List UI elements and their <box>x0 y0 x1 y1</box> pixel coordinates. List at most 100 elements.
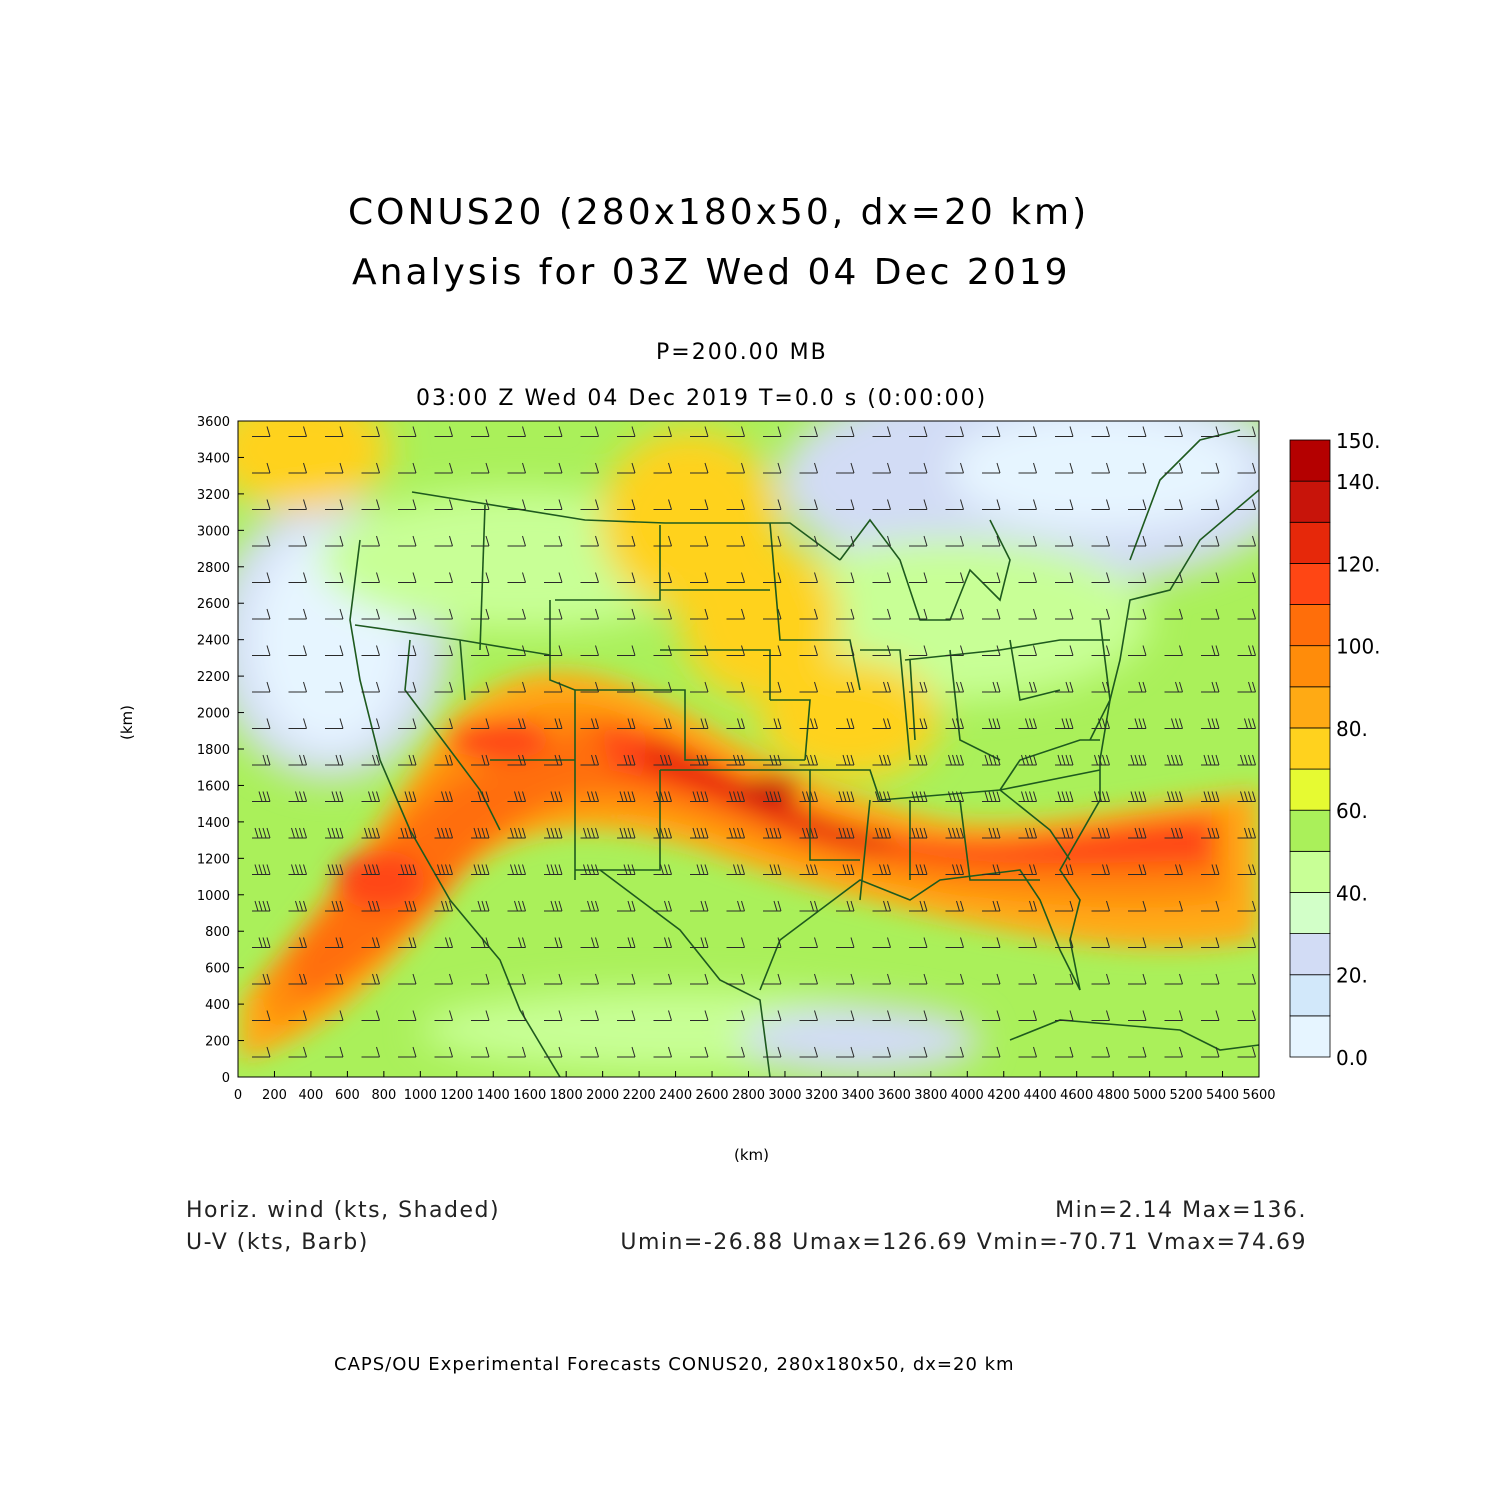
wind-barb <box>398 535 417 547</box>
wind-barb <box>471 681 490 693</box>
wind-barb <box>763 1010 782 1021</box>
wind-barb <box>1237 608 1256 620</box>
x-tick-label: 2800 <box>732 1088 765 1103</box>
wind-barb <box>799 499 818 510</box>
wind-barb <box>909 426 928 437</box>
wind-barb <box>544 900 563 912</box>
wind-barb <box>1055 426 1074 437</box>
wind-barb <box>580 754 599 766</box>
wind-barb <box>1091 1046 1110 1058</box>
y-tick-label: 3200 <box>197 488 230 503</box>
color-bar-label: 120. <box>1336 552 1381 576</box>
wind-barb <box>1091 718 1110 729</box>
wind-barb <box>252 462 271 474</box>
wind-barb <box>617 681 636 693</box>
wind-barb <box>434 572 453 583</box>
wind-barb <box>325 827 344 839</box>
wind-barb <box>252 645 271 656</box>
wind-barb <box>1091 827 1110 839</box>
color-bar-label: 20. <box>1336 964 1368 988</box>
wind-barb <box>1018 608 1037 620</box>
wind-barb <box>1055 827 1074 839</box>
wind-barb <box>580 535 599 547</box>
wind-barb <box>434 462 453 474</box>
x-tick-label: 1000 <box>404 1088 437 1103</box>
wind-barb <box>507 426 526 437</box>
x-tick-label: 3600 <box>878 1088 911 1103</box>
wind-barb <box>507 535 526 547</box>
wind-barb <box>1018 645 1037 656</box>
x-tick-label: 2400 <box>659 1088 692 1103</box>
wind-barb <box>1128 791 1147 802</box>
wind-barb <box>1055 973 1074 985</box>
wind-barb <box>252 681 271 693</box>
wind-barb <box>799 973 818 985</box>
wind-barb <box>544 535 563 547</box>
wind-barb <box>1091 462 1110 474</box>
wind-barb <box>1237 900 1256 912</box>
wind-barb <box>507 499 526 510</box>
color-bar-label: 40. <box>1336 881 1368 905</box>
y-tick-label: 2200 <box>197 670 230 685</box>
wind-barb <box>726 973 745 985</box>
wind-barb <box>872 535 891 547</box>
wind-barb <box>544 1046 563 1058</box>
color-bar-segment <box>1289 521 1331 564</box>
footer-credit: CAPS/OU Experimental Forecasts CONUS20, … <box>334 1354 1015 1375</box>
wind-barb <box>909 1046 928 1058</box>
wind-barb <box>252 426 271 437</box>
wind-barb <box>580 827 599 839</box>
color-bar-segment <box>1289 439 1331 482</box>
wind-barb <box>872 864 891 875</box>
wind-barb <box>580 718 599 729</box>
wind-barb <box>1018 973 1037 985</box>
x-tick-label: 1200 <box>440 1088 473 1103</box>
wind-barb <box>1201 645 1220 656</box>
wind-barb <box>945 827 964 839</box>
wind-barb <box>580 1010 599 1021</box>
wind-barb <box>1055 864 1074 875</box>
wind-barb <box>836 608 855 620</box>
wind-barb <box>1055 535 1074 547</box>
wind-barb <box>909 608 928 620</box>
wind-barb <box>1237 864 1256 875</box>
wind-barb <box>544 718 563 729</box>
wind-barb <box>799 535 818 547</box>
color-bar-segment <box>1289 563 1331 605</box>
wind-barb <box>507 864 526 875</box>
wind-barb <box>1164 572 1183 583</box>
y-tick-label: 1200 <box>197 852 230 867</box>
wind-barb <box>398 973 417 985</box>
wind-barb <box>1201 900 1220 912</box>
wind-barb <box>617 535 636 547</box>
wind-barb <box>325 426 344 437</box>
wind-barb <box>763 791 782 802</box>
wind-barb <box>617 608 636 620</box>
wind-barb <box>325 572 344 583</box>
wind-barb <box>1018 827 1037 839</box>
wind-barb <box>836 864 855 875</box>
wind-barb <box>690 1010 709 1021</box>
wind-barb <box>763 718 782 729</box>
wind-barb <box>471 608 490 620</box>
wind-barb <box>872 900 891 912</box>
wind-barb <box>288 937 307 948</box>
wind-barb <box>872 608 891 620</box>
wind-barb <box>1201 426 1220 437</box>
wind-barb <box>909 1010 928 1021</box>
wind-barb <box>471 973 490 985</box>
wind-barb <box>617 718 636 729</box>
wind-barb <box>945 535 964 547</box>
wind-barb <box>945 499 964 510</box>
wind-barb <box>434 973 453 985</box>
wind-barb <box>799 864 818 875</box>
wind-barb <box>836 937 855 948</box>
wind-barb <box>434 681 453 693</box>
wind-barb <box>398 1010 417 1021</box>
wind-barb <box>909 937 928 948</box>
wind-barb <box>252 1010 271 1021</box>
wind-barb <box>1164 754 1183 766</box>
wind-barb <box>617 937 636 948</box>
wind-barb <box>361 937 380 948</box>
